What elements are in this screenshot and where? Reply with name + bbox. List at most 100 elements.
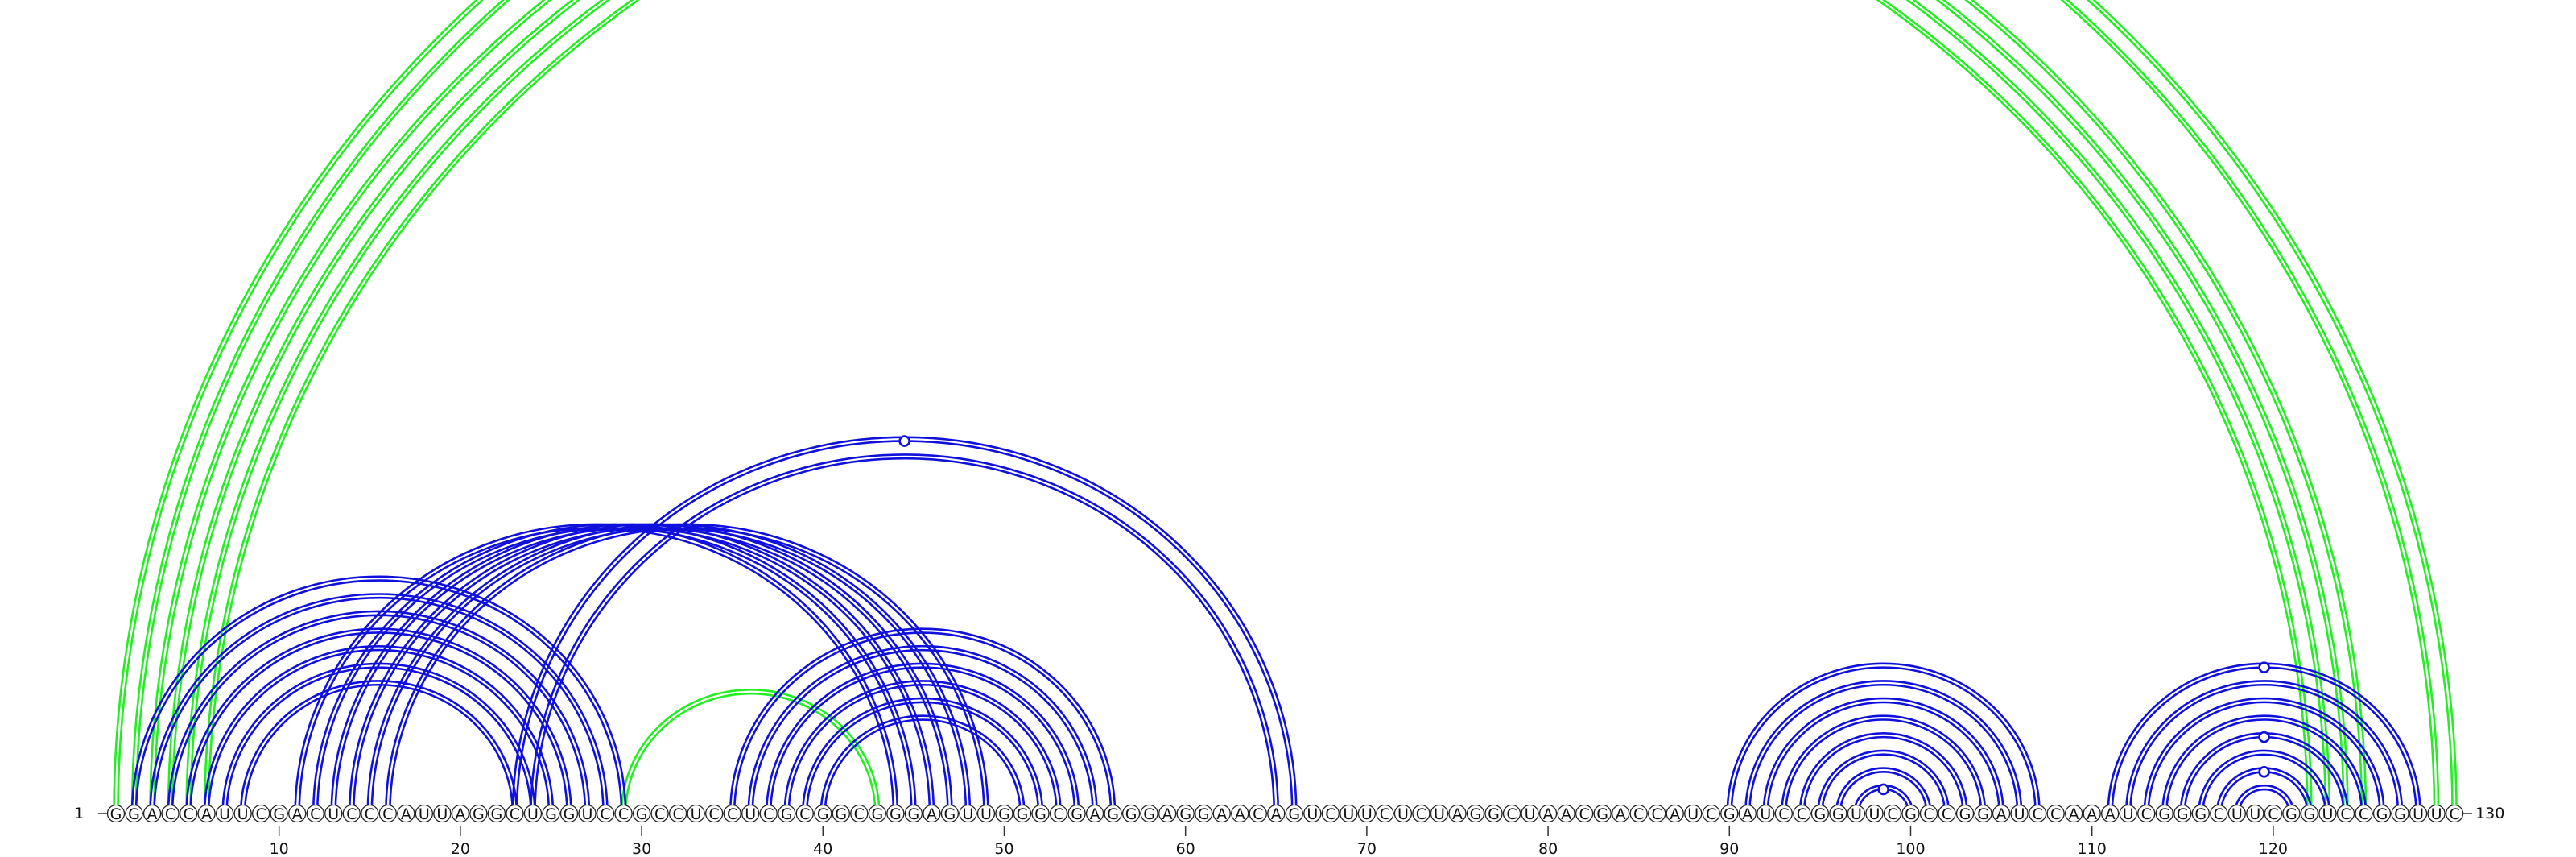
nucleotide: G: [1466, 804, 1485, 823]
nucleotide-circle: [1303, 804, 1322, 823]
nucleotide-circle: [923, 804, 941, 823]
nucleotide-letter: G: [1832, 805, 1844, 823]
nucleotide-letter: U: [2231, 805, 2243, 823]
nucleotide-circle: [1231, 804, 1249, 823]
nucleotide-circle: [1612, 804, 1630, 823]
nucleotide-circle: [1393, 804, 1413, 823]
nucleotide: U: [2318, 804, 2337, 823]
nucleotide-circle: [2210, 804, 2228, 823]
base-pair-arc: [2238, 788, 2291, 814]
nucleotide-letter: C: [618, 805, 629, 823]
nucleotide: C: [1575, 804, 1594, 823]
nucleotide-circle: [161, 804, 180, 823]
nucleotide-letter: G: [2394, 805, 2406, 823]
nucleotide-letter: A: [1235, 805, 1245, 823]
nucleotide: G: [2155, 804, 2174, 823]
nucleotide: U: [1357, 804, 1377, 823]
nucleotide-circle: [1466, 804, 1485, 823]
nucleotide-letter: G: [1596, 805, 1608, 823]
nucleotide: G: [1140, 804, 1158, 823]
nucleotide: C: [1049, 804, 1068, 823]
nucleotide-circle: [106, 804, 126, 823]
nucleotide-letter: U: [237, 805, 249, 823]
nucleotide: C: [596, 804, 615, 823]
base-pair-arc: [113, 0, 2458, 814]
nucleotide-letter: G: [273, 805, 285, 823]
nucleotide-circle: [759, 804, 778, 823]
sequence-start-label: 1: [74, 805, 84, 822]
nucleotide: G: [1195, 804, 1213, 823]
nucleotide-circle: [2318, 804, 2337, 823]
nucleotide: U: [1757, 804, 1775, 823]
base-pair-arc: [185, 0, 2331, 814]
nucleotide-circle: [1720, 804, 1739, 823]
nucleotide-circle: [1085, 804, 1104, 823]
nucleotide-letter: C: [654, 805, 665, 823]
nucleotide: C: [2046, 804, 2065, 823]
nucleotide: U: [215, 804, 234, 823]
nucleotide: U: [976, 804, 996, 823]
base-pair-arc: [1821, 753, 1946, 814]
nucleotide-letter: C: [183, 805, 193, 823]
nucleotide-letter: G: [1179, 805, 1191, 823]
nucleotide: U: [2246, 804, 2264, 823]
axis-tick-label: 60: [1176, 840, 1195, 857]
base-pair-arc: [824, 718, 1022, 814]
position-axis: 10 20 30 40 50 60 70 80 90 100 110 120: [270, 826, 2288, 857]
nucleotide-circle: [2028, 804, 2047, 823]
nucleotide-circle: [868, 804, 886, 823]
nucleotide-circle: [886, 804, 905, 823]
nucleotide: C: [1321, 804, 1340, 823]
nucleotide-circle: [2046, 804, 2065, 823]
nucleotide: A: [397, 804, 415, 823]
arc-apex-marker: [898, 435, 910, 447]
arc-apex-marker: [1877, 783, 1889, 796]
nucleotide: A: [1612, 804, 1630, 823]
nucleotide-letter: G: [1814, 805, 1827, 823]
nucleotide-letter: A: [2087, 805, 2097, 823]
nucleotide-letter: U: [328, 805, 339, 823]
nucleotide-letter: U: [219, 805, 230, 823]
nucleotide-circle: [2372, 804, 2392, 823]
nucleotide-circle: [1992, 804, 2011, 823]
nucleotide-circle: [1702, 804, 1720, 823]
nucleotide-letter: G: [2285, 805, 2297, 823]
nucleotide: U: [1393, 804, 1413, 823]
nucleotide: G: [1955, 804, 1975, 823]
nucleotide-letter: C: [1380, 805, 1390, 823]
base-pair-arc: [2165, 718, 2363, 814]
nucleotide-letter: G: [1198, 805, 1210, 823]
base-pair-arc: [733, 631, 1113, 814]
nucleotide-letter: C: [510, 805, 520, 823]
nucleotide-circle: [1195, 804, 1213, 823]
nucleotide: G: [1829, 804, 1847, 823]
nucleotide: G: [125, 804, 143, 823]
nucleotide-letter: C: [2340, 805, 2351, 823]
nucleotide: U: [324, 804, 343, 823]
base-pair-arc: [130, 575, 627, 814]
nucleotide-circle: [1757, 804, 1775, 823]
nucleotide: A: [2065, 804, 2083, 823]
nucleotide-circle: [2101, 804, 2120, 823]
nucleotide-circle: [578, 804, 597, 823]
nucleotide-circle: [1104, 804, 1122, 823]
nucleotide-circle: [2264, 804, 2283, 823]
nucleotide-letter: A: [147, 805, 158, 823]
nucleotide-letter: G: [908, 805, 920, 823]
nucleotide-letter: C: [854, 805, 865, 823]
nucleotide-letter: U: [1307, 805, 1318, 823]
nucleotide: U: [2119, 804, 2137, 823]
nucleotide: C: [161, 804, 180, 823]
nucleotide-letter: U: [2322, 805, 2333, 823]
nucleotide-circle: [506, 804, 524, 823]
nucleotide-letter: C: [1506, 805, 1517, 823]
nucleotide: G: [487, 804, 506, 823]
nucleotide-letter: U: [582, 805, 593, 823]
nucleotide-circle: [1321, 804, 1340, 823]
nucleotide-circle: [832, 804, 850, 823]
nucleotide-circle: [306, 804, 324, 823]
nucleotide-circle: [904, 804, 923, 823]
nucleotide: C: [361, 804, 379, 823]
nucleotide-letter: C: [1652, 805, 1662, 823]
nucleotide: C: [705, 804, 724, 823]
